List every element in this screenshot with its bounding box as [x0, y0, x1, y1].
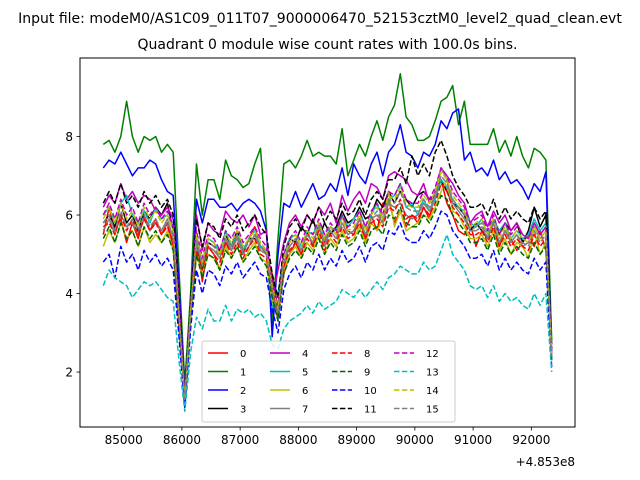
legend-label-6: 6 — [302, 386, 308, 397]
x-tick-label: 85000 — [105, 433, 143, 447]
series-line-15 — [102, 175, 553, 401]
legend-label-11: 11 — [364, 405, 377, 416]
series-line-13 — [102, 233, 553, 413]
x-offset-label: +4.853e8 — [516, 455, 575, 469]
y-axis-ticks: 2 4 6 8 — [65, 130, 80, 380]
chart-title: Quadrant 0 module wise count rates with … — [138, 37, 518, 53]
legend-label-4: 4 — [302, 349, 308, 360]
y-tick-label: 4 — [65, 287, 73, 301]
legend-label-8: 8 — [364, 349, 370, 360]
y-tick-label: 2 — [65, 366, 73, 380]
series-line-11 — [102, 139, 553, 397]
legend-label-1: 1 — [240, 368, 246, 379]
series-line-10 — [102, 210, 553, 409]
legend-label-9: 9 — [364, 368, 370, 379]
legend-label-2: 2 — [240, 386, 246, 397]
x-tick-label: 91000 — [454, 433, 492, 447]
series-line-1 — [102, 72, 553, 385]
legend-label-7: 7 — [302, 405, 308, 416]
figure-suptitle: Input file: modeM0/AS1C09_011T07_9000006… — [18, 11, 622, 27]
legend-label-13: 13 — [426, 368, 439, 379]
x-tick-label: 88000 — [279, 433, 317, 447]
x-tick-label: 87000 — [221, 433, 259, 447]
legend-label-12: 12 — [426, 349, 439, 360]
legend-label-5: 5 — [302, 368, 308, 379]
series-line-2 — [102, 108, 553, 393]
x-tick-label: 92000 — [512, 433, 550, 447]
legend-label-3: 3 — [240, 405, 246, 416]
y-tick-label: 6 — [65, 209, 73, 223]
series-line-14 — [102, 171, 553, 401]
x-axis-ticks: 85000 86000 87000 88000 89000 90000 91000 92000 — [105, 427, 550, 447]
y-tick-label: 8 — [65, 130, 73, 144]
x-tick-label: 86000 — [163, 433, 201, 447]
legend-box — [201, 340, 456, 423]
axes-frame — [79, 57, 576, 428]
x-tick-label: 89000 — [338, 433, 376, 447]
plot-lines — [102, 72, 553, 413]
x-tick-label: 90000 — [396, 433, 434, 447]
legend-label-15: 15 — [426, 405, 439, 416]
legend-label-0: 0 — [240, 349, 246, 360]
legend-label-14: 14 — [426, 386, 439, 397]
legend-label-10: 10 — [364, 386, 377, 397]
